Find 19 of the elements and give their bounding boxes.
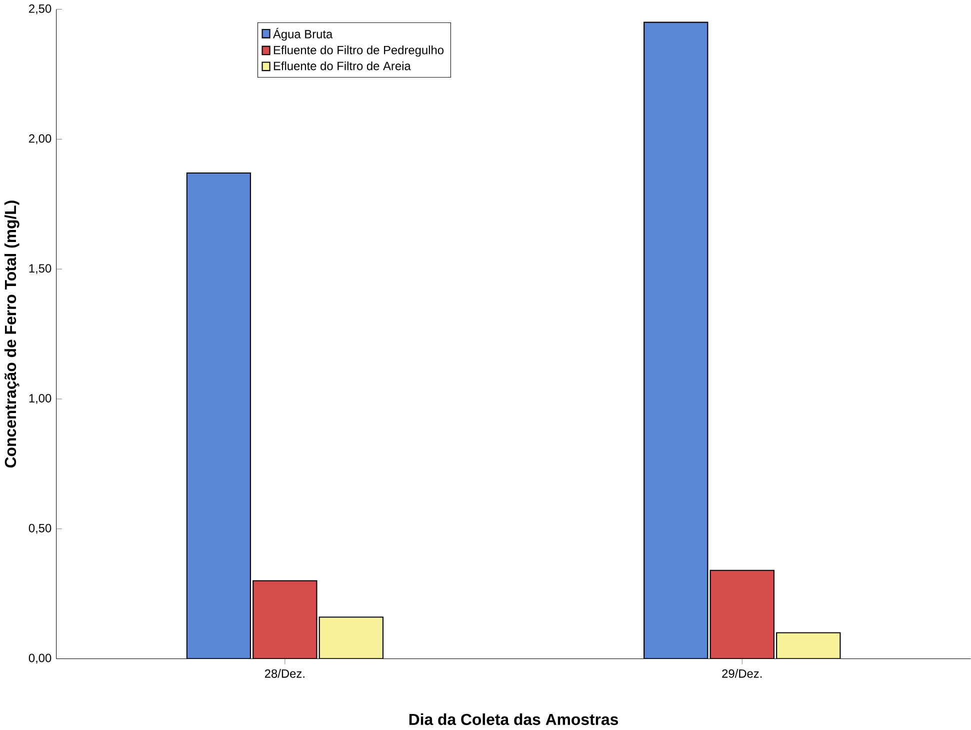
bar — [186, 172, 251, 659]
bar — [318, 616, 384, 659]
y-tick-label: 0,50 — [28, 524, 52, 534]
y-tick-label: 1,50 — [29, 264, 52, 274]
bar — [252, 580, 318, 659]
legend-label: Efluente do Filtro de Pedregulho — [274, 46, 444, 57]
y-tick-label: 0,00 — [28, 654, 52, 664]
bar — [710, 570, 774, 659]
bar — [644, 22, 708, 659]
legend-label: Água Bruta — [273, 28, 333, 41]
x-axis-title: Dia da Coleta das Amostras — [409, 714, 618, 726]
y-tick-label: 2,50 — [29, 4, 52, 14]
legend-label: Efluente do Filtro de Areia — [274, 62, 411, 70]
y-tick-label: 1,00 — [29, 394, 52, 404]
x-tick-label: 28/Dez. — [264, 669, 304, 678]
y-tick-label: 2,00 — [29, 134, 52, 144]
y-axis-title: Concentração de Ferro Total (mg/L) — [4, 200, 20, 468]
bar — [776, 632, 841, 659]
x-tick-label: 29/Dez. — [722, 669, 762, 678]
